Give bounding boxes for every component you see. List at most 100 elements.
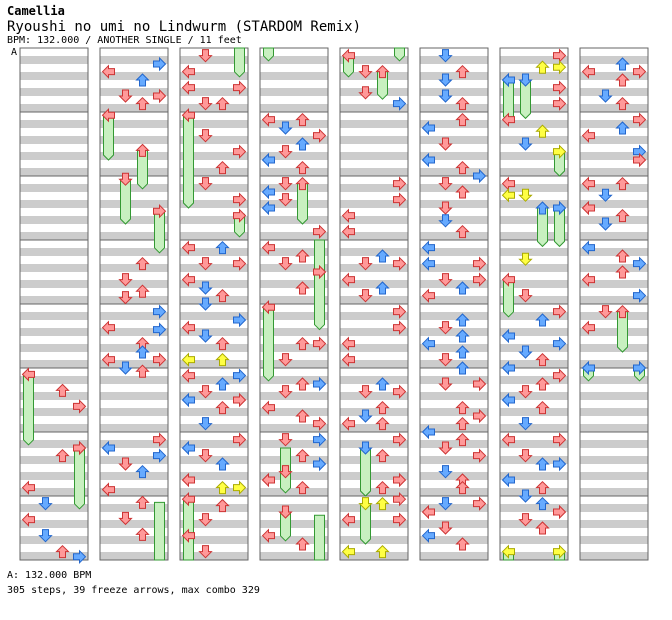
down-arrow-red [518,513,533,527]
beat-band [20,48,88,56]
left-arrow-red [581,200,595,216]
beat-stripe [100,88,168,96]
right-arrow-red [393,491,407,507]
beat-stripe [20,408,88,416]
beat-stripe [100,136,168,144]
freeze-arrow-right [234,47,245,78]
beat-stripe [100,312,168,320]
down-arrow-red [438,201,453,215]
beat-band [100,80,168,88]
beat-stripe [180,72,248,80]
down-arrow-blue [438,465,453,479]
beat-stripe [180,360,248,368]
beat-stripe [20,296,88,304]
beat-band [100,96,168,104]
beat-band [180,336,248,344]
beat-band [420,112,488,120]
chart-column [19,47,89,565]
beat-band [20,464,88,472]
left-arrow-red [341,208,355,223]
beat-band [180,208,248,216]
beat-band [260,432,328,440]
beat-band [260,464,328,472]
beat-band [180,224,248,232]
left-arrow-red [581,320,595,335]
right-arrow-red [393,192,407,207]
beat-stripe [500,216,568,224]
beat-band [20,256,88,264]
left-arrow-red [261,299,275,315]
up-arrow-blue [535,457,550,471]
left-arrow-red [181,80,195,95]
down-arrow-red [438,321,453,335]
beat-band [580,368,648,376]
beat-stripe [580,360,648,368]
up-arrow-red [295,537,310,551]
beat-band [580,128,648,136]
left-arrow-red [101,320,115,335]
left-arrow-blue [501,472,515,488]
beat-stripe [340,424,408,432]
left-arrow-blue [501,360,515,376]
beat-stripe [180,392,248,400]
beat-stripe [180,184,248,192]
down-arrow-red [118,291,133,305]
up-arrow-blue [455,329,470,343]
left-arrow-blue [261,184,275,200]
beat-stripe [180,136,248,144]
beat-stripe [260,456,328,464]
beat-band [20,160,88,168]
beat-stripe [340,168,408,176]
column-frame [99,47,169,561]
beat-band [340,384,408,392]
beat-band [20,544,88,552]
beat-stripe [100,248,168,256]
beat-stripe [100,168,168,176]
down-arrow-blue [198,281,213,295]
beat-band [100,464,168,472]
down-arrow-red [198,177,213,191]
up-arrow-yellow [215,480,230,495]
beat-stripe [420,472,488,480]
right-arrow-red [313,416,327,431]
down-arrow-blue [198,297,213,311]
up-arrow-blue [615,57,630,71]
beat-stripe [100,488,168,496]
beat-stripe [420,312,488,320]
beat-band [580,208,648,216]
right-arrow-blue [633,288,647,303]
beat-stripe [580,216,648,224]
right-arrow-red [553,80,567,95]
beat-stripe [20,504,88,512]
down-arrow-blue [518,345,533,359]
beat-band [420,304,488,312]
up-arrow-red [295,160,310,175]
beat-band [260,272,328,280]
up-arrow-red [455,112,470,127]
beat-stripe [420,88,488,96]
beat-band [500,320,568,328]
right-arrow-red [233,208,247,223]
up-arrow-red [535,377,550,391]
beat-stripe [20,456,88,464]
up-arrow-red [455,96,470,111]
right-arrow-blue [313,456,327,472]
beat-band [580,176,648,184]
beat-band [180,128,248,136]
beat-stripe [100,232,168,240]
beat-band [20,368,88,376]
beat-band [180,144,248,152]
right-arrow-yellow [553,544,567,559]
up-arrow-red [295,249,310,263]
beat-stripe [100,536,168,544]
beat-band [580,448,648,456]
beat-band [260,176,328,184]
beat-stripe [580,376,648,384]
up-arrow-red [615,304,630,319]
beat-band [180,320,248,328]
beat-stripe [580,472,648,480]
beat-stripe [580,536,648,544]
up-arrow-blue [455,345,470,359]
up-arrow-red [455,537,470,551]
